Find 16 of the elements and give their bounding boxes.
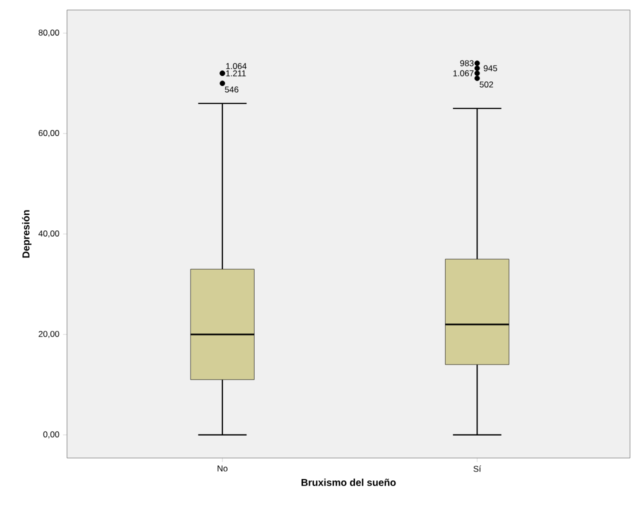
y-tick-label: 20,00 xyxy=(38,330,60,338)
annotation: 502 xyxy=(480,82,494,88)
y-tick-label: 0,00 xyxy=(43,431,60,438)
annotation: 1.064 xyxy=(226,63,247,70)
x-axis-title: Bruxismo del sueño xyxy=(302,478,396,486)
x-tick-label: Sí xyxy=(474,466,482,472)
y-tick-label: 80,00 xyxy=(38,30,60,37)
x-tick-label: No xyxy=(218,466,228,472)
annotation: 1.211 xyxy=(226,70,246,76)
annotation: 945 xyxy=(484,65,498,72)
annotation: 983 xyxy=(460,60,474,66)
y-tick-label: 60,00 xyxy=(38,130,60,138)
annotation: 546 xyxy=(224,86,238,93)
y-tick-label: 40,00 xyxy=(38,230,60,238)
y-axis-title: Depresión xyxy=(22,210,32,258)
annotation: 1.067 xyxy=(453,70,474,76)
